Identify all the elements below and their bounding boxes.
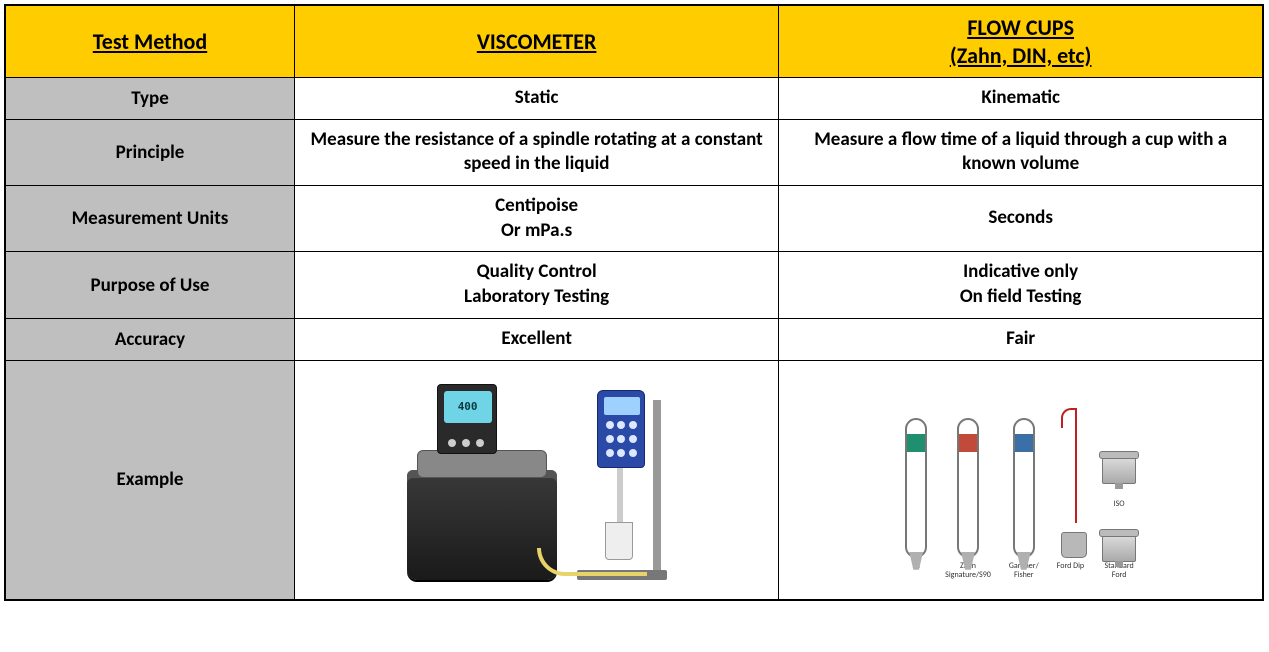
purpose-flowcups-line2: On field Testing — [789, 285, 1252, 310]
purpose-flowcups: Indicative only On field Testing — [779, 252, 1263, 318]
flowcup-item: EZ — [905, 418, 927, 580]
spindle-unit-icon — [577, 390, 667, 580]
comparison-table: Test Method VISCOMETER FLOW CUPS (Zahn, … — [4, 4, 1264, 601]
flowcup-item: ISOStandard Ford — [1102, 456, 1136, 580]
bath-screen: 400 — [444, 391, 492, 423]
row-purpose: Purpose of Use Quality Control Laborator… — [5, 252, 1263, 318]
flowcup-caption: Ford Dip — [1057, 562, 1084, 580]
example-flowcups: EZ Zahn Signature/S90 Gardner/ Fisher Ford … — [779, 360, 1263, 600]
units-viscometer-line1: Centipoise — [305, 194, 768, 219]
header-flow-cups: FLOW CUPS (Zahn, DIN, etc) — [779, 5, 1263, 78]
row-accuracy: Accuracy Excellent Fair — [5, 318, 1263, 360]
row-example: Example 400 — [5, 360, 1263, 600]
purpose-viscometer: Quality Control Laboratory Testing — [294, 252, 778, 318]
row-units: Measurement Units Centipoise Or mPa.s Se… — [5, 186, 1263, 252]
row-type: Type Static Kinematic — [5, 78, 1263, 120]
header-flow-cups-line2: (Zahn, DIN, etc) — [789, 42, 1252, 70]
units-viscometer: Centipoise Or mPa.s — [294, 186, 778, 252]
units-flowcups: Seconds — [779, 186, 1263, 252]
label-principle: Principle — [5, 119, 294, 185]
principle-viscometer: Measure the resistance of a spindle rota… — [294, 119, 778, 185]
flowcup-item: Zahn Signature/S90 — [945, 418, 991, 580]
water-bath-icon: 400 — [407, 470, 557, 580]
header-test-method: Test Method — [5, 5, 294, 78]
flowcups-illustration: EZ Zahn Signature/S90 Gardner/ Fisher Ford … — [789, 380, 1252, 580]
example-viscometer: 400 — [294, 360, 778, 600]
accuracy-flowcups: Fair — [779, 318, 1263, 360]
header-row: Test Method VISCOMETER FLOW CUPS (Zahn, … — [5, 5, 1263, 78]
principle-flowcups: Measure a flow time of a liquid through … — [779, 119, 1263, 185]
purpose-flowcups-line1: Indicative only — [789, 260, 1252, 285]
type-flowcups: Kinematic — [779, 78, 1263, 120]
flowcup-item: Ford Dip — [1057, 408, 1084, 580]
type-viscometer: Static — [294, 78, 778, 120]
flowcup-item: Gardner/ Fisher — [1009, 418, 1039, 580]
label-accuracy: Accuracy — [5, 318, 294, 360]
purpose-viscometer-line2: Laboratory Testing — [305, 285, 768, 310]
header-viscometer: VISCOMETER — [294, 5, 778, 78]
label-purpose: Purpose of Use — [5, 252, 294, 318]
accuracy-viscometer: Excellent — [294, 318, 778, 360]
purpose-viscometer-line1: Quality Control — [305, 260, 768, 285]
label-type: Type — [5, 78, 294, 120]
row-principle: Principle Measure the resistance of a sp… — [5, 119, 1263, 185]
label-example: Example — [5, 360, 294, 600]
viscometer-illustration: 400 — [305, 380, 768, 580]
label-units: Measurement Units — [5, 186, 294, 252]
header-flow-cups-line1: FLOW CUPS — [789, 14, 1252, 42]
units-viscometer-line2: Or mPa.s — [305, 219, 768, 244]
